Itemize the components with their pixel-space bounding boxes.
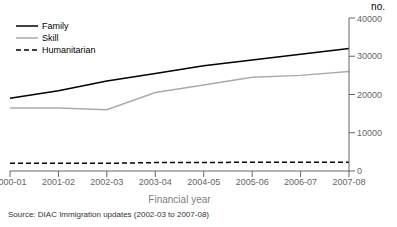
svg-text:10000: 10000 <box>357 128 382 138</box>
html-text:Family: Family <box>42 21 69 31</box>
svg-text:2007-08: 2007-08 <box>332 177 365 187</box>
svg-text:2000-01: 2000-01 <box>8 177 27 187</box>
svg-text:2004-05: 2004-05 <box>187 177 220 187</box>
svg-text:20000: 20000 <box>357 90 382 100</box>
svg-text:2005-06: 2005-06 <box>236 177 269 187</box>
svg-text:30000: 30000 <box>357 51 382 61</box>
svg-text:Financial year: Financial year <box>148 194 211 205</box>
html-text:no.: no. <box>371 1 385 12</box>
svg-text:2001-02: 2001-02 <box>42 177 75 187</box>
svg-text:2006-07: 2006-07 <box>284 177 317 187</box>
html-text:Humanitarian: Humanitarian <box>42 45 96 55</box>
svg-text:0: 0 <box>357 166 362 176</box>
html-text:Source: DIAC Immigration updat: Source: DIAC Immigration updates (2002-0… <box>8 210 209 219</box>
html-text:Skill: Skill <box>42 33 59 43</box>
svg-text:2003-04: 2003-04 <box>139 177 172 187</box>
svg-text:2002-03: 2002-03 <box>90 177 123 187</box>
svg-text:40000: 40000 <box>357 14 382 24</box>
